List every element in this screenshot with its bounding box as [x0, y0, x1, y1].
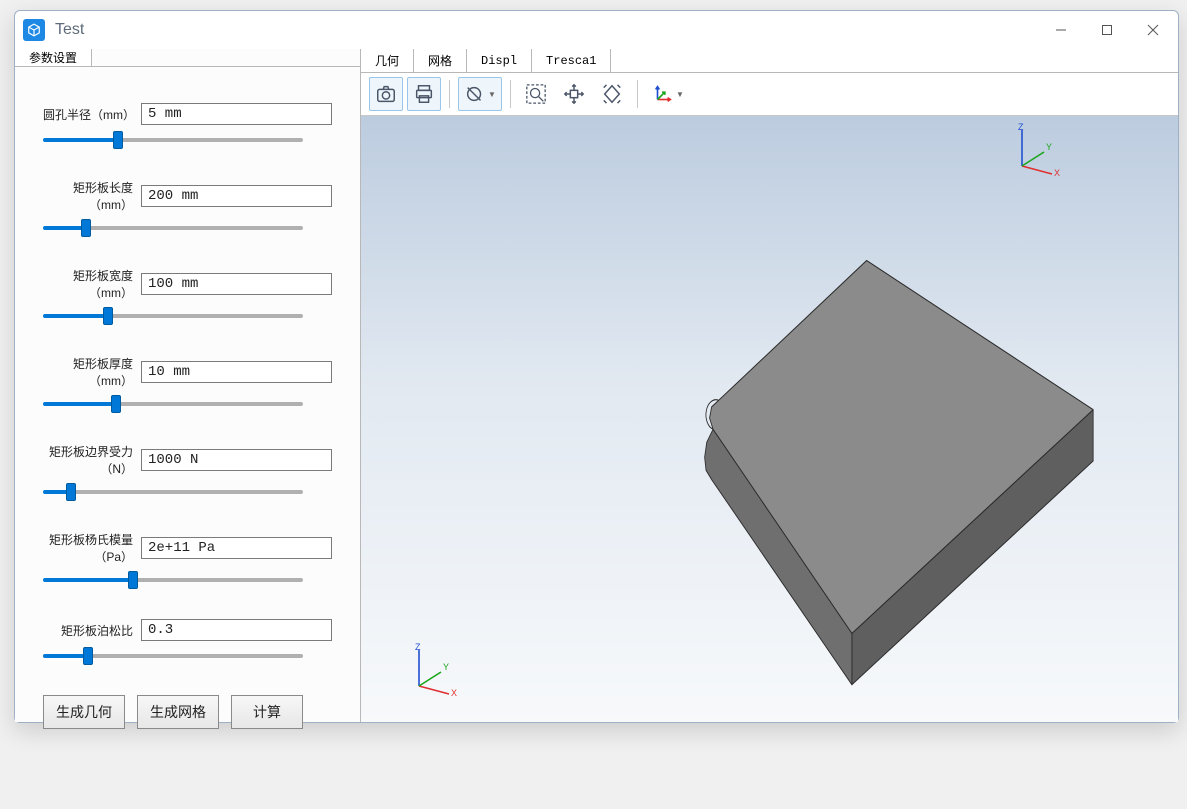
param-label: 矩形板杨氏模量（Pa） [43, 531, 141, 565]
app-window: Test 参数设置 圆孔半径（mm） 矩形板长度（mm） 矩形板宽度（mm） 矩形板厚… [14, 10, 1179, 723]
titlebar: Test [15, 11, 1178, 49]
viewer-tab-mesh[interactable]: 网格 [414, 49, 467, 72]
sidebar-tab-params[interactable]: 参数设置 [15, 49, 92, 66]
print-button[interactable] [407, 77, 441, 111]
window-title: Test [55, 21, 84, 39]
param-hole_radius: 圆孔半径（mm） [43, 103, 332, 145]
viewer-tab-tresca[interactable]: Tresca1 [532, 49, 611, 72]
param-label: 矩形板边界受力（N） [43, 443, 141, 477]
param-label: 矩形板泊松比 [43, 622, 141, 639]
window-body: 参数设置 圆孔半径（mm） 矩形板长度（mm） 矩形板宽度（mm） 矩形板厚度（mm）… [15, 49, 1178, 722]
param-slider-edge_force[interactable] [43, 490, 303, 494]
zoom-window-button[interactable] [519, 77, 553, 111]
fit-view-button[interactable] [595, 77, 629, 111]
app-icon [23, 19, 45, 41]
svg-text:Y: Y [443, 662, 449, 672]
svg-text:Z: Z [415, 642, 421, 652]
svg-text:X: X [1054, 168, 1060, 178]
viewport-canvas[interactable]: Z X Y Z X Y [361, 115, 1178, 722]
gen-geom-button[interactable]: 生成几何 [43, 695, 125, 729]
params-panel: 圆孔半径（mm） 矩形板长度（mm） 矩形板宽度（mm） 矩形板厚度（mm） 矩形板边界… [15, 67, 360, 809]
param-label: 圆孔半径（mm） [43, 106, 141, 123]
geometry-scene [361, 116, 1178, 722]
param-input-plate_length[interactable] [141, 185, 332, 207]
param-plate_width: 矩形板宽度（mm） [43, 267, 332, 321]
gen-mesh-button[interactable]: 生成网格 [137, 695, 219, 729]
param-youngs_mod: 矩形板杨氏模量（Pa） [43, 531, 332, 585]
window-controls [1038, 15, 1176, 45]
param-slider-plate_width[interactable] [43, 314, 303, 318]
param-input-edge_force[interactable] [141, 449, 332, 471]
param-plate_length: 矩形板长度（mm） [43, 179, 332, 233]
screenshot-button[interactable] [369, 77, 403, 111]
param-poisson: 矩形板泊松比 [43, 619, 332, 661]
sidebar: 参数设置 圆孔半径（mm） 矩形板长度（mm） 矩形板宽度（mm） 矩形板厚度（mm）… [15, 49, 361, 722]
param-label: 矩形板长度（mm） [43, 179, 141, 213]
toolbar-separator [637, 80, 638, 108]
param-input-plate_thick[interactable] [141, 361, 332, 383]
param-slider-youngs_mod[interactable] [43, 578, 303, 582]
param-input-poisson[interactable] [141, 619, 332, 641]
viewer-toolbar: ▼ [361, 73, 1178, 115]
param-plate_thick: 矩形板厚度（mm） [43, 355, 332, 409]
minimize-button[interactable] [1038, 15, 1084, 45]
svg-text:X: X [451, 688, 457, 698]
pan-button[interactable] [557, 77, 591, 111]
viewer-tab-geom[interactable]: 几何 [361, 49, 414, 72]
maximize-button[interactable] [1084, 15, 1130, 45]
view-mode-dropdown[interactable]: ▼ [458, 77, 502, 111]
param-slider-poisson[interactable] [43, 654, 303, 658]
svg-text:Y: Y [1046, 142, 1052, 152]
param-input-youngs_mod[interactable] [141, 537, 332, 559]
param-input-plate_width[interactable] [141, 273, 332, 295]
action-buttons: 生成几何 生成网格 计算 [43, 695, 332, 729]
close-button[interactable] [1130, 15, 1176, 45]
param-slider-hole_radius[interactable] [43, 138, 303, 142]
viewer: 几何网格DisplTresca1 [361, 49, 1178, 722]
param-input-hole_radius[interactable] [141, 103, 332, 125]
viewer-tabstrip: 几何网格DisplTresca1 [361, 49, 1178, 73]
toolbar-separator [449, 80, 450, 108]
viewer-tab-displ[interactable]: Displ [467, 49, 532, 72]
axis-triad-dropdown[interactable]: ▼ [646, 77, 690, 111]
svg-text:Z: Z [1018, 122, 1024, 132]
param-label: 矩形板宽度（mm） [43, 267, 141, 301]
mini-axis-triad: Z X Y [401, 642, 457, 698]
toolbar-separator [510, 80, 511, 108]
param-edge_force: 矩形板边界受力（N） [43, 443, 332, 497]
param-slider-plate_length[interactable] [43, 226, 303, 230]
main-axis-triad: Z X Y [1004, 122, 1060, 178]
param-label: 矩形板厚度（mm） [43, 355, 141, 389]
compute-button[interactable]: 计算 [231, 695, 303, 729]
param-slider-plate_thick[interactable] [43, 402, 303, 406]
sidebar-tabstrip: 参数设置 [15, 49, 360, 67]
